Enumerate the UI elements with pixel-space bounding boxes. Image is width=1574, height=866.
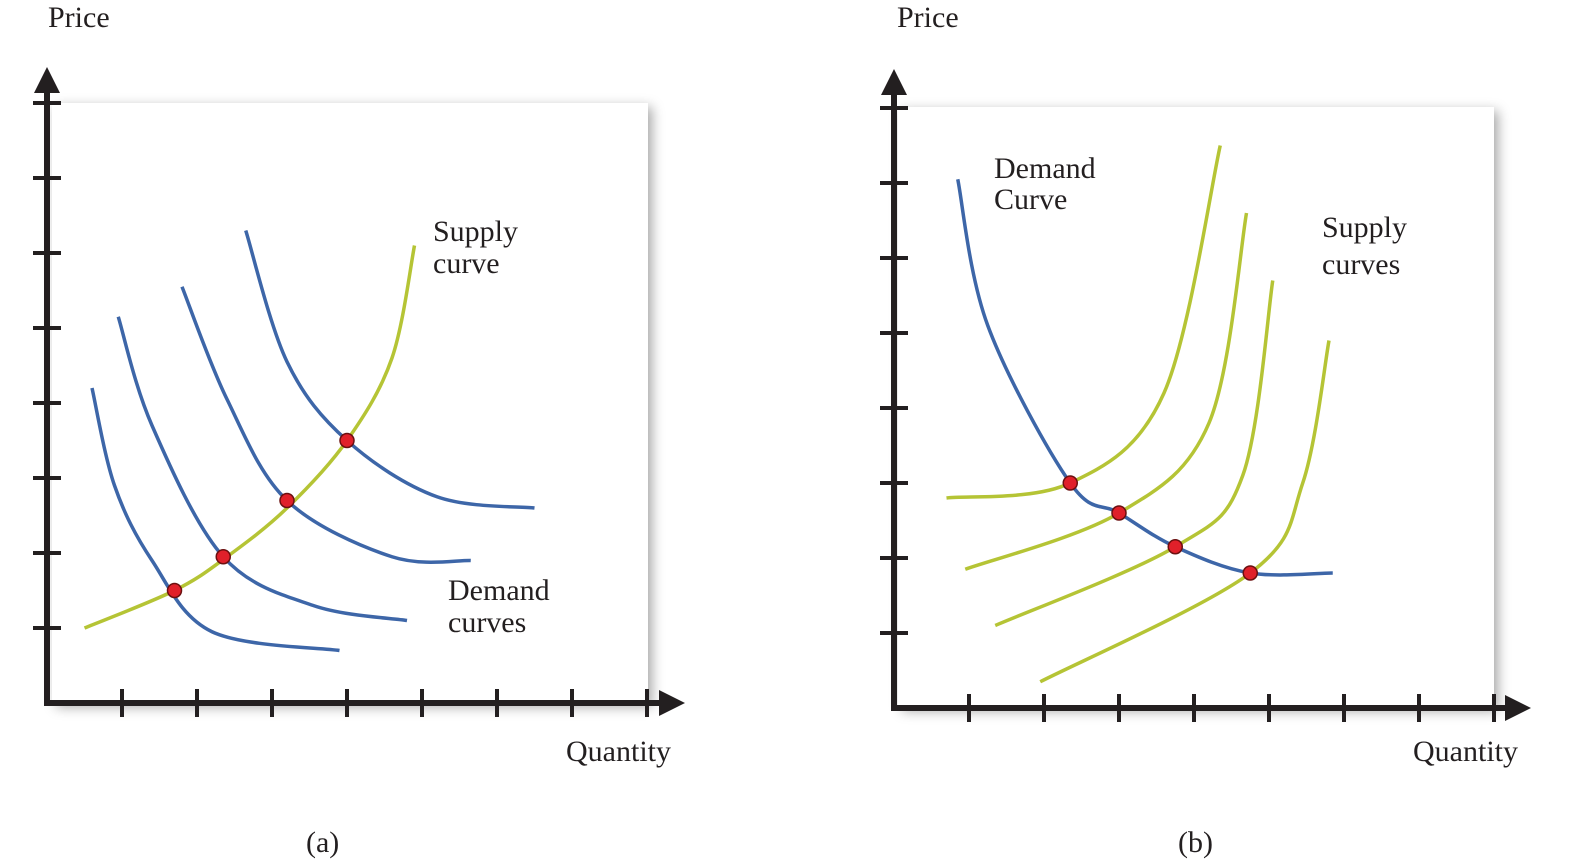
panel-a: Price Quantity (a) Supply curve Demand c…: [33, 1, 685, 859]
supply-curves-label-line2: curves: [1322, 248, 1400, 281]
equilibrium-point-b: [1111, 505, 1127, 521]
panel-label-b: (b): [1178, 826, 1213, 859]
equilibrium-point-a: [279, 492, 295, 509]
equilibrium-point-b: [1167, 539, 1183, 555]
equilibrium-point-a: [339, 432, 355, 449]
x-axis-arrow-b: [1505, 695, 1531, 721]
y-axis-label-b: Price: [897, 1, 959, 34]
y-axis-arrow-a: [34, 67, 60, 93]
x-axis-arrow-a: [659, 690, 685, 716]
supply-curve-label-line2: curve: [433, 247, 500, 280]
demand-curve-a: [90, 387, 340, 653]
panel-b: Price Quantity (b) Demand Curve Supply c…: [880, 1, 1531, 859]
y-axis-label-a: Price: [48, 1, 110, 34]
supply-curve-b: [994, 280, 1275, 628]
supply-curve-b: [964, 212, 1249, 571]
demand-curve-label-line2: Curve: [994, 183, 1067, 216]
panel-label-a: (a): [306, 826, 339, 859]
equilibrium-point-b: [1062, 475, 1078, 491]
supply-curve-b: [1039, 340, 1331, 684]
supply-curves-label-line1: Supply: [1322, 211, 1407, 244]
equilibrium-point-a: [166, 582, 183, 599]
supply-curve-label-line1: Supply: [433, 215, 518, 248]
demand-curves-label-line1: Demand: [448, 574, 550, 607]
plot-background-a: [52, 103, 648, 703]
equilibrium-point-b: [1242, 565, 1258, 581]
demand-curves-label-line2: curves: [448, 606, 526, 639]
x-axis-label-a: Quantity: [566, 735, 671, 768]
plot-background-b: [898, 107, 1494, 707]
demand-curve-label-line1: Demand: [994, 152, 1096, 185]
supply-curve-b: [946, 145, 1222, 500]
x-axis-label-b: Quantity: [1413, 735, 1518, 768]
y-axis-arrow-b: [881, 69, 907, 95]
equilibrium-point-a: [215, 549, 231, 565]
